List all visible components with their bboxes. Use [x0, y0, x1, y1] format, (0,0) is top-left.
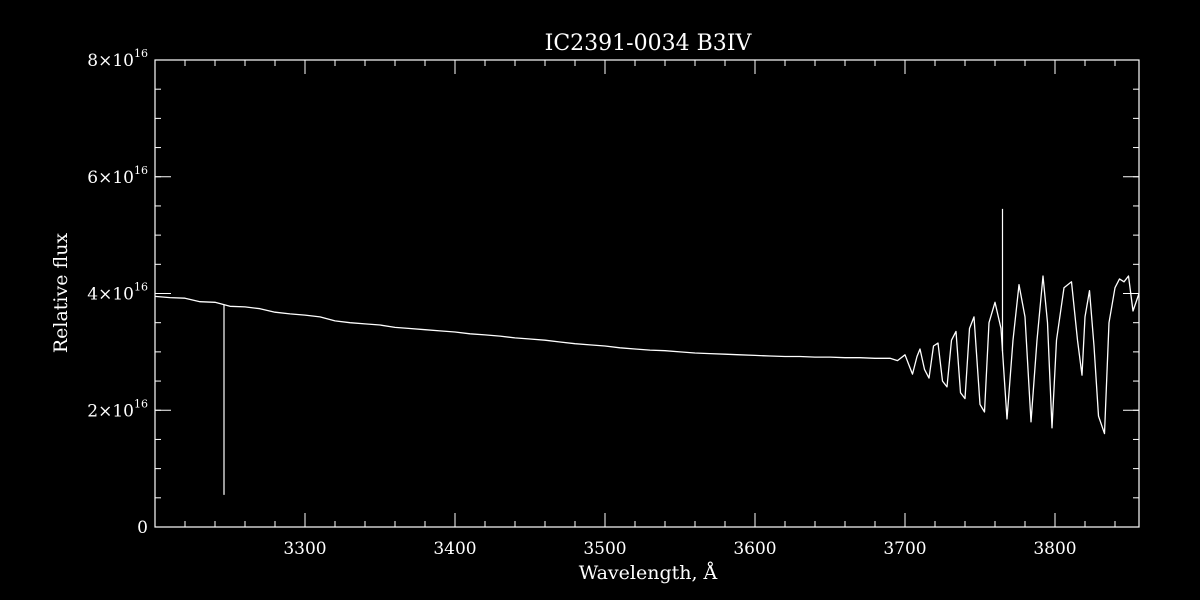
y-tick-times: ×10 — [98, 401, 134, 421]
y-tick-mantissa: 6 — [87, 168, 98, 188]
y-tick-mantissa: 4 — [87, 285, 98, 305]
y-tick-times: ×10 — [98, 285, 134, 305]
y-tick-label: 0 — [137, 518, 148, 538]
chart-title: IC2391-0034 B3IV — [545, 31, 753, 56]
spectrum-line — [154, 275, 1140, 435]
plot-frame — [154, 59, 1140, 528]
y-tick-label: 6×1016 — [87, 164, 148, 188]
y-tick-label: 2×1016 — [87, 397, 148, 421]
y-tick-label: 8×1016 — [87, 47, 148, 71]
spectral-spikes — [223, 208, 1004, 495]
axis-ticks — [155, 59, 1139, 528]
x-tick-label: 3300 — [283, 539, 326, 559]
x-tick-labels: 3300 3400 3500 3600 3700 3800 — [283, 539, 1076, 559]
x-tick-label: 3600 — [733, 539, 776, 559]
x-tick-label: 3500 — [583, 539, 626, 559]
y-tick-exponent: 16 — [134, 47, 148, 60]
x-tick-label: 3700 — [883, 539, 926, 559]
y-tick-label: 4×1016 — [87, 281, 148, 305]
x-tick-label: 3800 — [1033, 539, 1076, 559]
y-tick-exponent: 16 — [134, 397, 148, 410]
y-tick-value: 0 — [137, 518, 148, 538]
y-tick-mantissa: 8 — [87, 51, 98, 71]
y-tick-times: ×10 — [98, 168, 134, 188]
x-tick-label: 3400 — [433, 539, 476, 559]
y-tick-mantissa: 2 — [87, 401, 98, 421]
y-tick-exponent: 16 — [134, 164, 148, 177]
y-tick-exponent: 16 — [134, 281, 148, 294]
y-tick-times: ×10 — [98, 51, 134, 71]
y-axis-label: Relative flux — [50, 233, 72, 354]
x-axis-label: Wavelength, Å — [579, 562, 718, 584]
